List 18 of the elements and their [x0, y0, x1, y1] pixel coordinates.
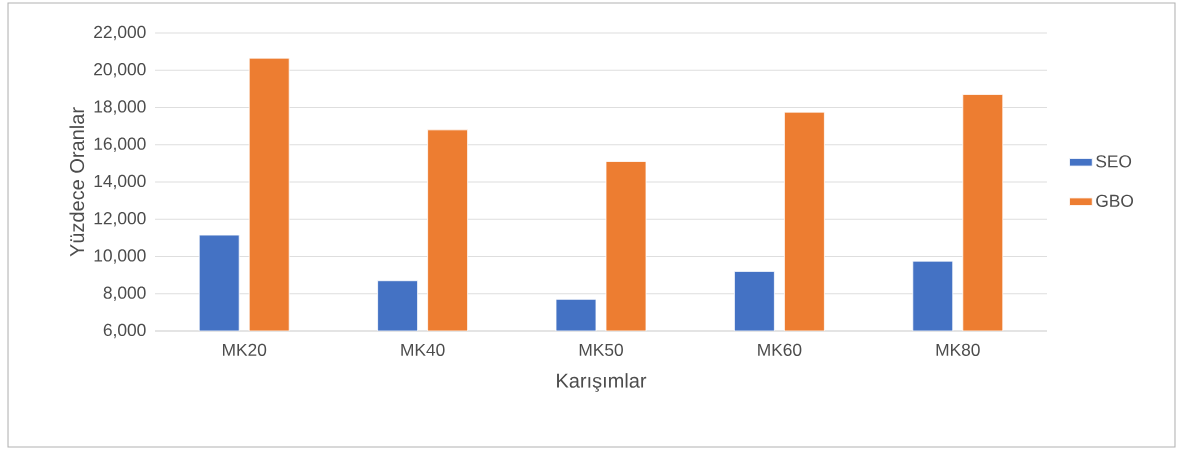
y-tick-label: 6,000: [103, 323, 146, 339]
y-tick-label: 10,000: [94, 249, 146, 264]
x-tick-label: MK80: [936, 343, 980, 356]
x-axis-title: Karışımlar: [557, 373, 647, 392]
y-tick-label: 22,000: [94, 25, 146, 41]
y-tick-label: 14,000: [94, 174, 146, 190]
x-tick-label: MK40: [401, 343, 445, 356]
x-tick-label: MK60: [758, 343, 802, 356]
x-tick-label: MK50: [579, 343, 623, 356]
y-tick-label: 18,000: [94, 100, 146, 115]
legend-label: GBO: [1096, 194, 1134, 207]
x-tick-label: MK20: [222, 343, 267, 356]
y-tick-label: 12,000: [94, 212, 146, 227]
y-tick-label: 16,000: [94, 137, 146, 152]
y-tick-label: 20,000: [94, 63, 146, 78]
y-axis-title: Yüzdece Oranlar: [69, 107, 85, 257]
y-tick-label: 8,000: [103, 286, 146, 301]
legend-label: SEO: [1096, 155, 1132, 168]
